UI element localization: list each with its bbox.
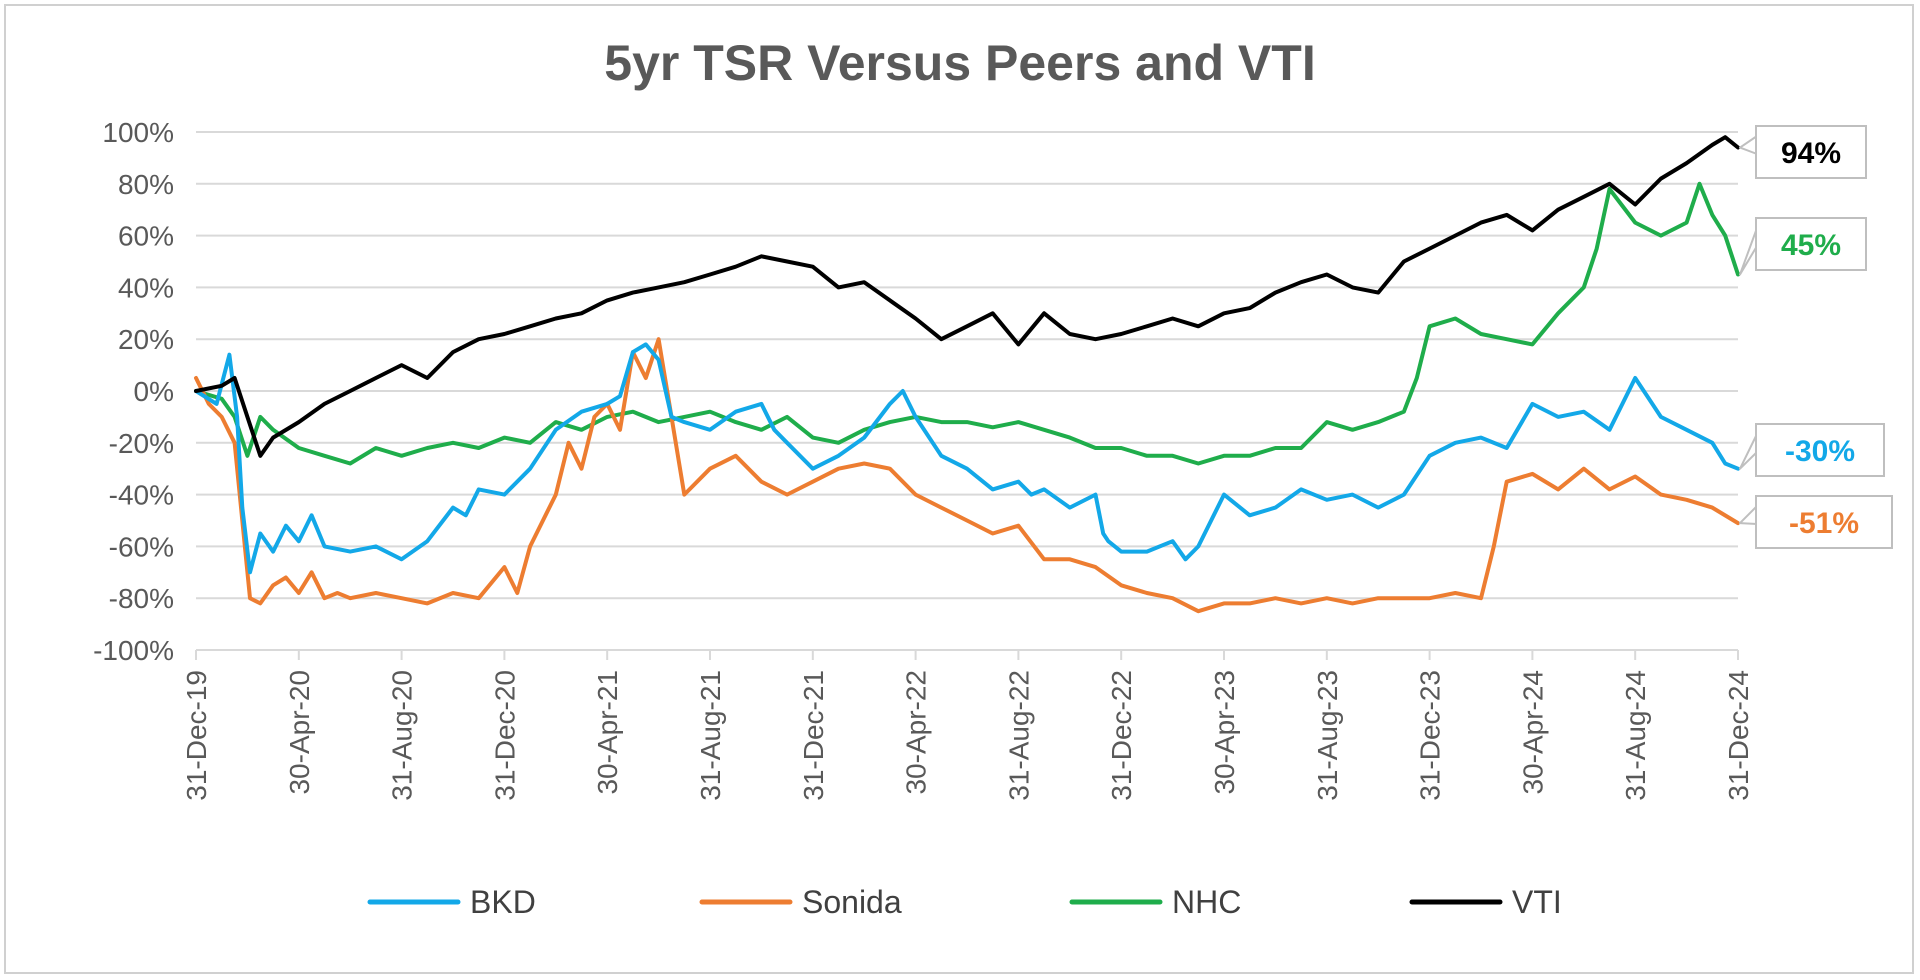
callout-pointer — [1739, 505, 1758, 525]
x-tick-label: 31-Dec-22 — [1106, 670, 1137, 801]
callout-box — [1755, 125, 1867, 179]
y-tick-label: 40% — [118, 272, 174, 303]
y-tick-label: -60% — [109, 531, 174, 562]
legend-label-sonida: Sonida — [802, 884, 902, 920]
callout-box — [1755, 423, 1885, 477]
legend-label-vti: VTI — [1512, 884, 1562, 920]
callout-box — [1755, 495, 1893, 549]
y-tick-label: -80% — [109, 583, 174, 614]
y-tick-label: 100% — [102, 117, 174, 148]
chart-frame — [4, 4, 1914, 974]
y-tick-label: -40% — [109, 480, 174, 511]
x-tick-label: 31-Dec-19 — [181, 670, 212, 801]
y-tick-label: -100% — [93, 635, 174, 666]
callout-pointer — [1739, 227, 1758, 276]
chart-title: 5yr TSR Versus Peers and VTI — [604, 35, 1315, 91]
callout-box — [1755, 217, 1867, 271]
x-tick-label: 31-Aug-20 — [387, 670, 418, 801]
x-tick-label: 31-Dec-23 — [1415, 670, 1446, 801]
series-lines — [194, 135, 1740, 614]
y-tick-label: 0% — [134, 376, 174, 407]
y-tick-label: 60% — [118, 221, 174, 252]
y-axis-ticks: 100% 80% 60% 40% 20% 0% -20% -40% -60% -80% -100% — [93, 117, 174, 666]
legend-label-bkd: BKD — [470, 884, 536, 920]
x-tick-label: 31-Aug-24 — [1620, 670, 1651, 801]
legend-label-nhc: NHC — [1172, 884, 1241, 920]
x-axis: 31-Dec-19 30-Apr-20 31-Aug-20 31-Dec-20 30-A… — [181, 649, 1754, 801]
x-tick-label: 31-Dec-20 — [489, 670, 520, 801]
legend: BKD Sonida NHC VTI — [367, 884, 1562, 920]
callout-pointer — [1739, 135, 1758, 155]
callout-label-sonida: -51% — [1789, 507, 1859, 540]
x-tick-label: 30-Apr-23 — [1209, 670, 1240, 795]
y-tick-label: 20% — [118, 324, 174, 355]
x-tick-label: 30-Apr-20 — [284, 670, 315, 795]
x-tick-label: 31-Dec-24 — [1723, 670, 1754, 801]
callout-pointer — [1739, 433, 1758, 470]
x-tick-label: 31-Dec-21 — [798, 670, 829, 801]
gridlines — [196, 131, 1738, 600]
x-tick-label: 31-Aug-23 — [1312, 670, 1343, 801]
series-line-sonida — [194, 337, 1740, 614]
callout-label-nhc: 45% — [1781, 229, 1841, 262]
x-tick-label: 30-Apr-24 — [1517, 670, 1548, 795]
series-line-nhc — [194, 181, 1740, 466]
series-line-vti — [194, 135, 1740, 458]
series-line-bkd — [194, 342, 1740, 575]
callout-label-vti: 94% — [1781, 137, 1841, 170]
callout-label-bkd: -30% — [1785, 435, 1855, 468]
x-tick-label: 31-Aug-22 — [1003, 670, 1034, 801]
x-tick-label: 30-Apr-21 — [592, 670, 623, 795]
y-tick-label: 80% — [118, 169, 174, 200]
end-value-callouts: -30% -51% 45% 94% — [1739, 125, 1893, 549]
y-tick-label: -20% — [109, 428, 174, 459]
x-tick-label: 30-Apr-22 — [901, 670, 932, 795]
x-tick-label: 31-Aug-21 — [695, 670, 726, 801]
